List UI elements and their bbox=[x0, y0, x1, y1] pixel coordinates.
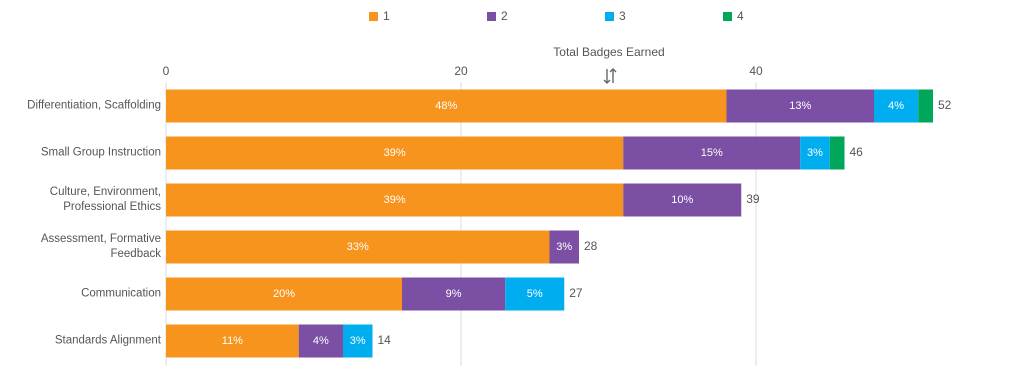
total-label: 14 bbox=[378, 333, 392, 347]
value-label: 33% bbox=[347, 241, 369, 253]
bar-segment bbox=[726, 89, 874, 123]
bar-segment bbox=[402, 277, 506, 311]
x-tick-label: 20 bbox=[454, 64, 468, 78]
x-tick-label: 40 bbox=[749, 64, 763, 78]
legend-swatch bbox=[605, 12, 614, 21]
bar-segment bbox=[800, 136, 830, 170]
legend-label: 3 bbox=[619, 9, 626, 23]
sort-icon bbox=[603, 68, 617, 84]
total-label: 28 bbox=[584, 239, 598, 253]
axis-title: Total Badges Earned bbox=[553, 45, 664, 59]
x-tick-label: 0 bbox=[163, 64, 170, 78]
bar-segment bbox=[298, 324, 343, 358]
legend-label: 4 bbox=[737, 9, 744, 23]
value-label: 3% bbox=[350, 335, 366, 347]
value-label: 39% bbox=[384, 194, 406, 206]
value-label: 4% bbox=[888, 100, 904, 112]
value-label: 3% bbox=[807, 147, 823, 159]
total-label: 52 bbox=[938, 98, 952, 112]
total-label: 46 bbox=[850, 145, 864, 159]
legend-swatch bbox=[369, 12, 378, 21]
legend-label: 1 bbox=[383, 9, 390, 23]
bar-segment bbox=[874, 89, 919, 123]
y-tick-label: Standards Alignment bbox=[54, 334, 161, 347]
value-label: 10% bbox=[671, 194, 693, 206]
bar-segment bbox=[166, 89, 727, 123]
value-label: 3% bbox=[556, 241, 572, 253]
value-label: 48% bbox=[435, 100, 457, 112]
bar-segment bbox=[166, 183, 624, 217]
value-label: 5% bbox=[527, 288, 543, 300]
bar-segment bbox=[166, 277, 402, 311]
bar-segment bbox=[623, 183, 742, 217]
bar-segment bbox=[549, 230, 579, 264]
value-label: 11% bbox=[222, 335, 243, 347]
value-label: 13% bbox=[789, 100, 811, 112]
total-label: 39 bbox=[746, 192, 760, 206]
bar-segment bbox=[829, 136, 845, 170]
value-label: 39% bbox=[384, 147, 406, 159]
legend-swatch bbox=[487, 12, 496, 21]
bar-segment bbox=[166, 324, 299, 358]
total-label: 27 bbox=[569, 286, 583, 300]
value-label: 15% bbox=[701, 147, 723, 159]
bar-segment bbox=[166, 136, 624, 170]
bar-segment bbox=[166, 230, 550, 264]
legend-label: 2 bbox=[501, 9, 508, 23]
value-label: 20% bbox=[273, 288, 295, 300]
y-tick-label: Small Group Instruction bbox=[40, 146, 161, 159]
bar-segment bbox=[343, 324, 373, 358]
value-label: 9% bbox=[446, 288, 462, 300]
y-tick-label: Assessment, Formative Feedback bbox=[40, 233, 161, 260]
bar-segment bbox=[623, 136, 801, 170]
legend-swatch bbox=[723, 12, 732, 21]
bar-segment bbox=[918, 89, 933, 123]
value-label: 4% bbox=[313, 335, 329, 347]
y-tick-label: Differentiation, Scaffolding bbox=[27, 99, 161, 112]
bar-segment bbox=[505, 277, 565, 311]
y-tick-label: Communication bbox=[81, 287, 161, 300]
y-tick-label: Culture, Environment, Professional Ethic… bbox=[49, 186, 161, 213]
